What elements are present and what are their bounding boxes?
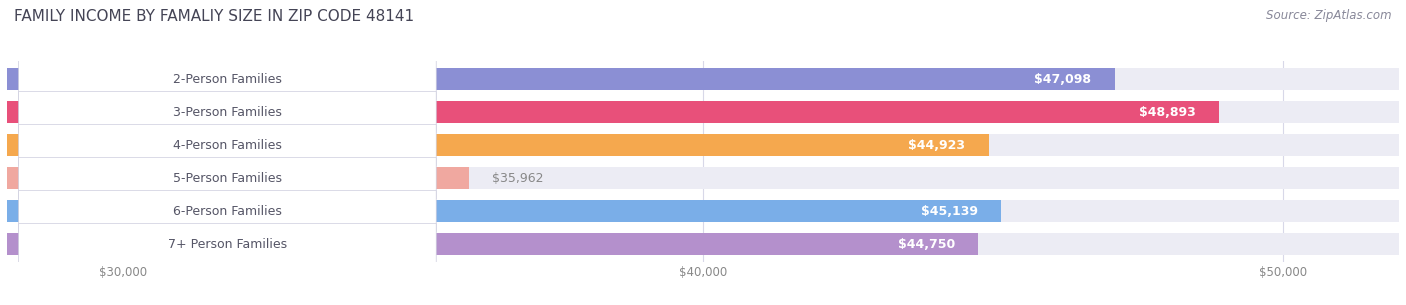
Bar <box>7 134 988 156</box>
FancyBboxPatch shape <box>18 124 436 166</box>
Text: 4-Person Families: 4-Person Families <box>173 139 281 152</box>
Text: 3-Person Families: 3-Person Families <box>173 106 281 119</box>
Text: 6-Person Families: 6-Person Families <box>173 205 281 218</box>
Bar <box>7 233 1399 255</box>
Bar <box>7 167 468 189</box>
Text: 7+ Person Families: 7+ Person Families <box>167 238 287 251</box>
Text: Source: ZipAtlas.com: Source: ZipAtlas.com <box>1267 9 1392 22</box>
Bar <box>7 134 1399 156</box>
Bar <box>7 101 1219 123</box>
Bar <box>7 68 1115 90</box>
Bar <box>7 167 1399 189</box>
FancyBboxPatch shape <box>18 224 436 265</box>
Text: FAMILY INCOME BY FAMALIY SIZE IN ZIP CODE 48141: FAMILY INCOME BY FAMALIY SIZE IN ZIP COD… <box>14 9 415 24</box>
Text: $45,139: $45,139 <box>921 205 977 218</box>
Text: $48,893: $48,893 <box>1139 106 1195 119</box>
FancyBboxPatch shape <box>18 92 436 133</box>
FancyBboxPatch shape <box>18 59 436 100</box>
Text: 5-Person Families: 5-Person Families <box>173 172 283 185</box>
Text: $44,750: $44,750 <box>898 238 955 251</box>
Bar <box>7 68 1399 90</box>
FancyBboxPatch shape <box>18 191 436 232</box>
Text: 2-Person Families: 2-Person Families <box>173 73 281 86</box>
Bar <box>7 233 979 255</box>
Bar <box>7 200 1399 222</box>
FancyBboxPatch shape <box>18 157 436 199</box>
Text: $44,923: $44,923 <box>908 139 966 152</box>
Text: $47,098: $47,098 <box>1035 73 1091 86</box>
Bar <box>7 101 1399 123</box>
Text: $35,962: $35,962 <box>492 172 544 185</box>
Bar <box>7 200 1001 222</box>
